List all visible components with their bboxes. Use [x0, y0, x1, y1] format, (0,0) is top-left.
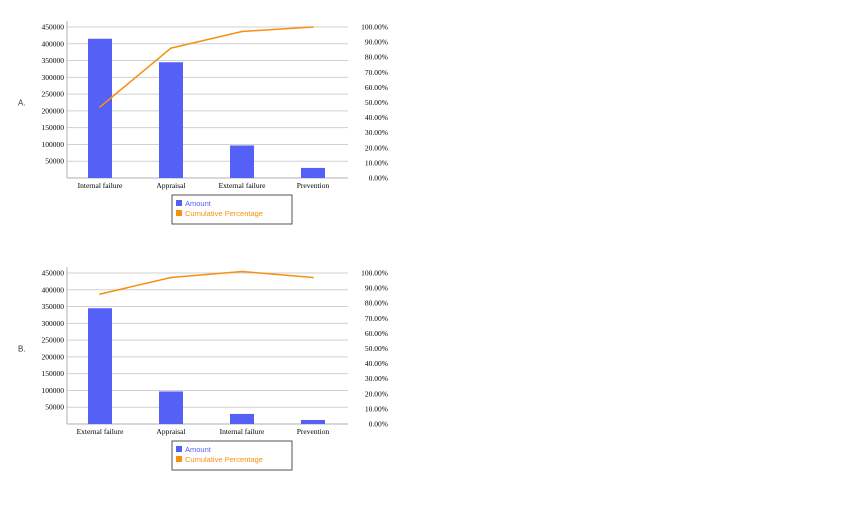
bar [88, 38, 112, 178]
y2-tick-label: 50.00% [365, 98, 388, 107]
y-tick-label: 400000 [42, 285, 65, 294]
y2-tick-label: 30.00% [365, 374, 388, 383]
y-tick-label: 200000 [42, 106, 65, 115]
y-tick-label: 150000 [42, 123, 65, 132]
line-point [241, 270, 243, 273]
y2-tick-label: 0.00% [369, 420, 388, 429]
y-tick-label: 350000 [42, 302, 65, 311]
bar [88, 308, 112, 424]
line-point [312, 26, 314, 28]
y2-tick-label: 40.00% [365, 113, 388, 122]
y-tick-label: 450000 [42, 23, 65, 32]
cumulative-line [99, 270, 314, 295]
line-point [99, 106, 101, 108]
y-tick-label: 450000 [42, 269, 65, 278]
cumulative-line [99, 26, 314, 108]
y-tick-label: 100000 [42, 140, 65, 149]
y2-tick-label: 90.00% [365, 38, 388, 47]
y-tick-label: 50000 [45, 403, 64, 412]
legend-swatch-amount [176, 200, 182, 206]
y2-tick-label: 20.00% [365, 389, 388, 398]
y2-tick-label: 80.00% [365, 299, 388, 308]
y2-tick-label: 60.00% [365, 329, 388, 338]
x-tick-label: External failure [219, 181, 267, 190]
legend-swatch-cumulative [176, 456, 182, 462]
bar [301, 419, 325, 424]
y-tick-label: 100000 [42, 386, 65, 395]
x-tick-label: Internal failure [220, 427, 265, 436]
line-point [170, 276, 172, 279]
panel-label: A. [18, 99, 26, 108]
y2-tick-label: 90.00% [365, 284, 388, 293]
x-tick-label: External failure [77, 427, 125, 436]
chart-panel-2: B. 450000 400000 350000 300000 250000 200000 15… [18, 267, 388, 471]
bar [230, 145, 254, 178]
y2-tick-label: 50.00% [365, 344, 388, 353]
legend-label-amount: Amount [185, 199, 212, 208]
legend-box [171, 440, 293, 471]
line-point [99, 293, 101, 295]
y-tick-label: 350000 [42, 56, 65, 65]
y-tick-label: 250000 [42, 336, 65, 345]
y2-tick-label: 0.00% [369, 174, 388, 183]
x-tick-label: Internal failure [78, 181, 123, 190]
legend-label-cumulative: Cumulative Percentage [185, 209, 263, 218]
bar [159, 391, 183, 424]
y-tick-label: 200000 [42, 352, 65, 361]
y2-tick-label: 60.00% [365, 83, 388, 92]
y2-tick-label: 70.00% [365, 68, 388, 77]
y-tick-label: 400000 [42, 39, 65, 48]
x-tick-label: Appraisal [156, 427, 185, 436]
legend-swatch-cumulative [176, 210, 182, 216]
y2-tick-label: 30.00% [365, 128, 388, 137]
x-tick-label: Appraisal [156, 181, 185, 190]
y-tick-label: 50000 [45, 157, 64, 166]
line-point [170, 47, 172, 49]
legend-label-cumulative: Cumulative Percentage [185, 455, 263, 464]
x-tick-label: Prevention [297, 427, 330, 436]
x-tick-label: Prevention [297, 181, 330, 190]
bar [301, 167, 325, 178]
chart-panel-1: A. 450000 400000 350000 300000 250000 200000 15… [18, 21, 388, 225]
y2-tick-label: 40.00% [365, 359, 388, 368]
y2-tick-label: 20.00% [365, 143, 388, 152]
y-tick-label: 300000 [42, 73, 65, 82]
y2-tick-label: 10.00% [365, 404, 388, 413]
y2-tick-label: 10.00% [365, 158, 388, 167]
y2-tick-label: 100.00% [361, 23, 388, 32]
y-tick-label: 150000 [42, 369, 65, 378]
y2-tick-label: 70.00% [365, 314, 388, 323]
legend-label-amount: Amount [185, 445, 212, 454]
y2-tick-label: 80.00% [365, 53, 388, 62]
legend-swatch-amount [176, 446, 182, 452]
y2-tick-label: 100.00% [361, 269, 388, 278]
legend-box [171, 194, 293, 225]
line-point [312, 276, 314, 279]
panel-label: B. [18, 345, 26, 354]
y-tick-label: 250000 [42, 90, 65, 99]
bar [159, 62, 183, 178]
y-tick-label: 300000 [42, 319, 65, 328]
line-point [241, 30, 243, 33]
bar [230, 413, 254, 424]
